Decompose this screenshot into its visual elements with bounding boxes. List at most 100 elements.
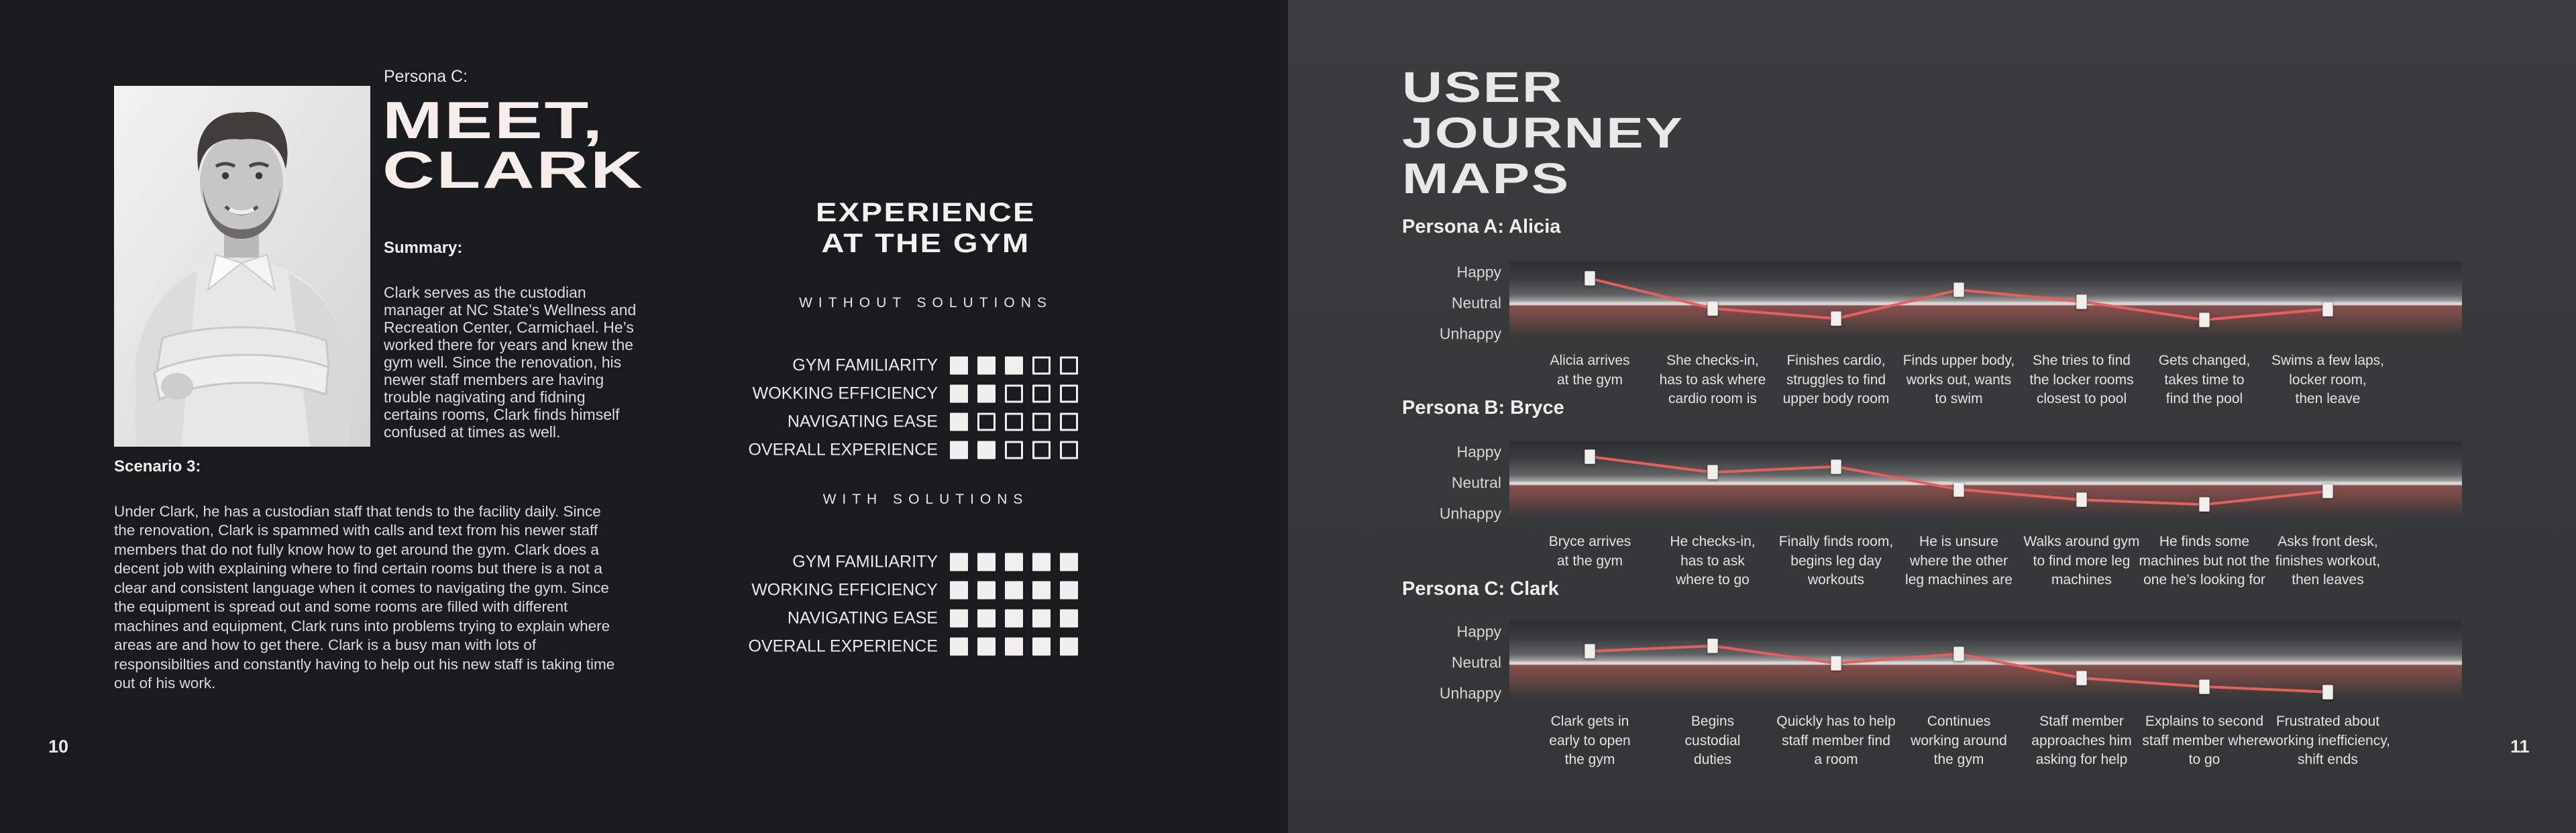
rating-square-filled-icon: [1005, 356, 1023, 375]
journey-step-label: Finishes cardio, struggles to find upper…: [1782, 353, 1890, 406]
journey-point-marker: [2076, 671, 2087, 685]
rating-square-filled-icon: [950, 637, 968, 656]
rating-squares: [950, 581, 1078, 600]
journey-line: [1589, 645, 2328, 693]
rating-square-empty-icon: [1005, 384, 1023, 403]
rating-square-filled-icon: [977, 356, 996, 375]
rating-square-filled-icon: [977, 637, 996, 656]
without-solutions-heading: WITHOUT SOLUTIONS: [799, 295, 1053, 311]
journey-step-label: Bryce arrives at the gym: [1548, 534, 1631, 569]
rating-square-filled-icon: [1032, 637, 1051, 656]
rating-square-empty-icon: [1032, 384, 1051, 403]
journey-point-marker: [1831, 311, 1841, 326]
rating-square-filled-icon: [1060, 581, 1078, 600]
experience-row: WORKING EFFICIENCY: [0, 576, 1288, 604]
experience-row-label: NAVIGATING EASE: [787, 608, 938, 628]
rating-square-empty-icon: [977, 412, 996, 431]
persona-chart-heading: Persona A: Alicia: [1402, 216, 1561, 237]
journey-step-label: Swims a few laps, locker room, then leav…: [2271, 353, 2385, 406]
persona-chart-heading: Persona C: Clark: [1402, 578, 1559, 600]
journey-point-marker: [1953, 482, 1964, 497]
journey-step-label: She checks-in, has to ask where cardio r…: [1659, 353, 1766, 406]
rating-square-filled-icon: [1005, 581, 1023, 600]
rating-squares: [950, 609, 1078, 628]
journey-maps-title: USER JOURNEY MAPS: [1402, 64, 1682, 201]
journey-point-marker: [1707, 638, 1718, 654]
rating-square-empty-icon: [1032, 356, 1051, 375]
persona-title-text: MEET, CLARK: [382, 91, 645, 199]
journey-step-label: Finally finds room, begins leg day worko…: [1778, 534, 1894, 588]
rating-square-empty-icon: [1060, 441, 1078, 459]
page-number-left: 10: [48, 736, 69, 757]
journey-point-marker: [2322, 684, 2333, 700]
rating-square-filled-icon: [1005, 609, 1023, 628]
experience-row-label: OVERALL EXPERIENCE: [748, 440, 938, 459]
rating-square-filled-icon: [950, 412, 968, 431]
rating-square-empty-icon: [1060, 356, 1078, 375]
journey-band: [1509, 441, 2462, 520]
journey-point-marker: [2076, 294, 2087, 309]
rating-squares: [950, 441, 1078, 459]
journey-band: [1509, 262, 2462, 341]
journey-point-marker: [1585, 449, 1595, 464]
rating-square-empty-icon: [1060, 384, 1078, 403]
experience-row-label: WORKING EFFICIENCY: [751, 580, 938, 600]
axis-label-happy: Happy: [1456, 443, 1501, 461]
axis-label-happy: Happy: [1456, 263, 1501, 281]
rating-square-filled-icon: [1060, 553, 1078, 571]
rating-square-empty-icon: [1060, 412, 1078, 431]
persona-label: Persona C:: [384, 67, 468, 86]
journey-step-label: Asks front desk, finishes workout, then …: [2275, 534, 2381, 588]
journey-step-label: Explains to second staff member where to…: [2142, 714, 2267, 767]
rating-square-filled-icon: [1032, 553, 1051, 571]
rating-square-filled-icon: [950, 553, 968, 571]
summary-text: Clark serves as the custodian manager at…: [384, 284, 637, 441]
journey-line: [1589, 455, 2328, 506]
rating-square-filled-icon: [1060, 637, 1078, 656]
journey-point-marker: [2199, 497, 2210, 512]
axis-label-happy: Happy: [1456, 622, 1501, 641]
journey-point-marker: [2322, 301, 2333, 317]
experience-row-label: GYM FAMILIARITY: [792, 355, 938, 375]
right-page: USER JOURNEY MAPS Persona A: Alicia Happy…: [1288, 0, 2576, 833]
journey-step-label: He finds some machines but not the one h…: [2139, 534, 2270, 588]
journey-step-label: Gets changed, takes time to find the poo…: [2158, 353, 2251, 406]
journey-point-marker: [1953, 282, 1964, 298]
page-number-right: 11: [2510, 736, 2530, 757]
experience-row-label: OVERALL EXPERIENCE: [748, 636, 938, 656]
experience-row: NAVIGATING EASE: [0, 604, 1288, 632]
journey-step-label: Finds upper body, works out, wants to sw…: [1902, 353, 2015, 406]
rating-squares: [950, 412, 1078, 431]
persona-chart-heading: Persona B: Bryce: [1402, 397, 1564, 419]
rating-square-filled-icon: [1005, 637, 1023, 656]
with-solutions-heading: WITH SOLUTIONS: [822, 492, 1029, 507]
experience-row: GYM FAMILIARITY: [0, 351, 1288, 380]
journey-step-label: Alicia arrives at the gym: [1550, 353, 1630, 388]
rating-square-filled-icon: [950, 356, 968, 375]
axis-label-neutral: Neutral: [1451, 294, 1501, 312]
rating-square-filled-icon: [977, 441, 996, 459]
journey-maps-title-text: USER JOURNEY MAPS: [1402, 63, 1684, 203]
rating-square-filled-icon: [1032, 581, 1051, 600]
rating-square-filled-icon: [950, 441, 968, 459]
journey-step-label: Walks around gym to find more leg machin…: [2023, 534, 2140, 588]
journey-point-marker: [2199, 312, 2210, 327]
journey-point-marker: [1707, 300, 1718, 316]
axis-label-unhappy: Unhappy: [1439, 325, 1501, 343]
rating-square-filled-icon: [977, 384, 996, 403]
journey-step-label: Staff member approaches him asking for h…: [2031, 714, 2132, 767]
persona-title: MEET, CLARK: [382, 94, 643, 196]
journey-point-marker: [1953, 647, 1964, 662]
experience-row: WOKKING EFFICIENCY: [0, 380, 1288, 408]
rating-squares: [950, 553, 1078, 571]
journey-point-marker: [1831, 655, 1841, 671]
journey-step-label: He checks-in, has to ask where to go: [1670, 534, 1756, 588]
rating-square-filled-icon: [1060, 609, 1078, 628]
left-page: Persona C: MEET, CLARK Summary: Clark se…: [0, 0, 1288, 833]
journey-point-marker: [1831, 459, 1841, 474]
journey-point-marker: [1707, 465, 1718, 480]
rating-square-filled-icon: [977, 553, 996, 571]
axis-label-unhappy: Unhappy: [1439, 684, 1501, 702]
rating-squares: [950, 637, 1078, 656]
